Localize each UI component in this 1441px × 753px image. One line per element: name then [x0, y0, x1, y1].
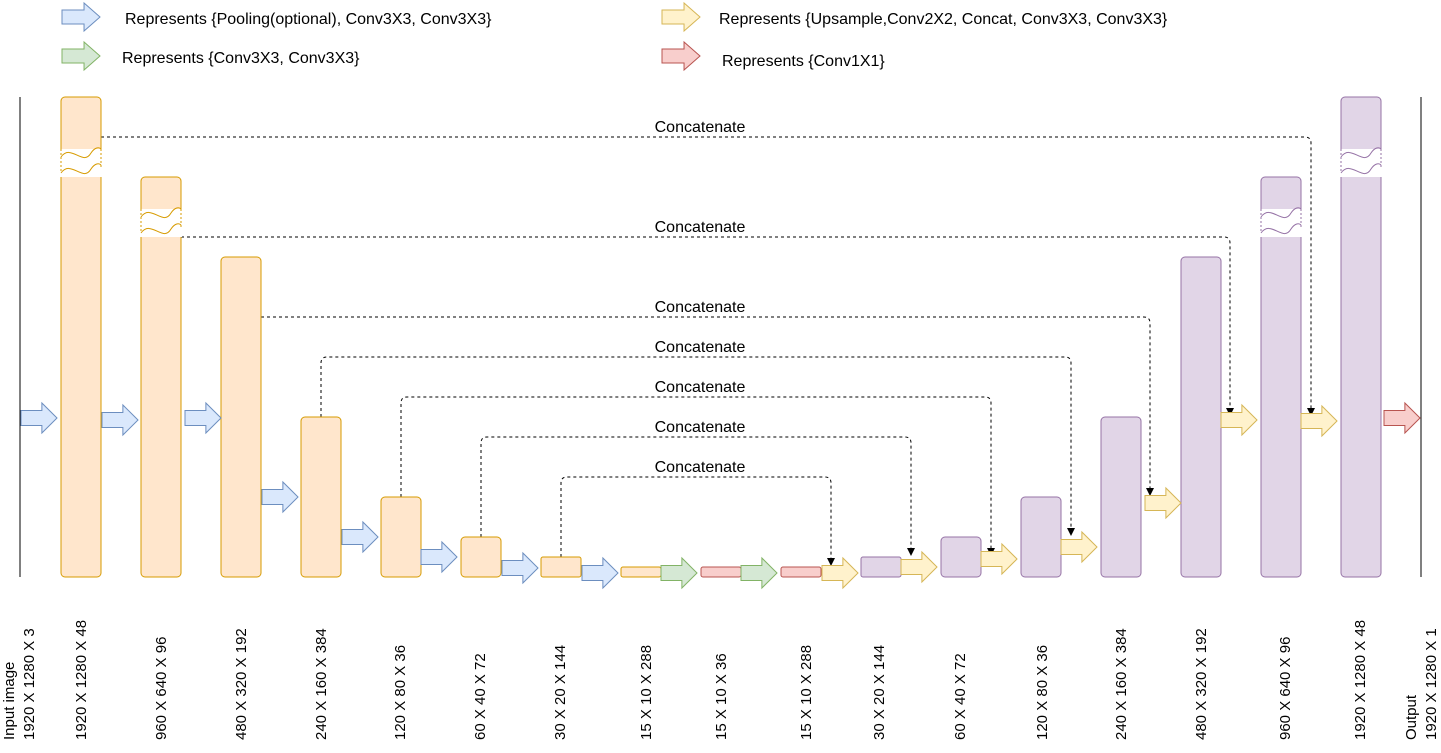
dim-label-13: 120 X 80 X 36	[1034, 645, 1051, 740]
feature-block-3	[220, 256, 262, 578]
flow-arrow-yellow-17	[1300, 404, 1338, 438]
feature-block-13	[1020, 496, 1062, 578]
flow-arrow-blue-7	[501, 551, 539, 585]
feature-block-2	[140, 176, 182, 578]
block-break-bottom-16	[1260, 223, 1302, 235]
block-break-top-17	[1340, 147, 1382, 159]
flow-arrow-red-18	[1383, 401, 1421, 435]
dim-label-4: 240 X 160 X 384	[313, 628, 330, 740]
legend-blue-arrow-icon	[61, 1, 101, 33]
dim-label-1: 1920 X 1280 X 48	[73, 620, 90, 740]
concat-label-3: Concatenate	[655, 299, 746, 316]
output-label: Output	[1403, 694, 1420, 740]
skip-connection-2	[181, 236, 1234, 416]
block-break-top-2	[140, 207, 182, 219]
block-break-bottom-2	[140, 223, 182, 235]
concat-label-7: Concatenate	[655, 459, 746, 476]
legend-green-arrow-icon	[61, 40, 101, 72]
feature-block-14	[1100, 416, 1142, 578]
concat-label-2: Concatenate	[655, 219, 746, 236]
dim-label-10: 15 X 10 X 288	[798, 645, 815, 740]
flow-arrow-blue-2	[101, 403, 139, 437]
feature-block-9	[700, 566, 742, 578]
skip-connection-6	[480, 436, 915, 556]
dim-label-9: 15 X 10 X 36	[713, 653, 730, 740]
dimension-labels: Input image 1920 X 1280 X 3 Output 1920 …	[1, 620, 1440, 740]
legend-blue-label: Represents {Pooling(optional), Conv3X3, …	[125, 11, 492, 28]
input-dims: 1920 X 1280 X 3	[21, 628, 38, 740]
dim-label-14: 240 X 160 X 384	[1113, 628, 1130, 740]
concat-label-6: Concatenate	[655, 419, 746, 436]
block-break-bottom-17	[1340, 163, 1382, 175]
block-break-top-16	[1260, 207, 1302, 219]
flow-arrow-blue-1	[20, 401, 58, 435]
feature-block-4	[300, 416, 342, 578]
feature-block-8	[620, 566, 662, 578]
flow-arrow-blue-6	[420, 540, 458, 574]
legend-green-label: Represents {Conv3X3, Conv3X3}	[122, 50, 360, 67]
input-label: Input image	[1, 662, 18, 740]
flow-arrow-yellow-12	[900, 550, 938, 584]
dim-label-7: 30 X 20 X 144	[552, 645, 569, 740]
dim-label-12: 60 X 40 X 72	[952, 653, 969, 740]
dim-label-15: 480 X 320 X 192	[1193, 628, 1210, 740]
feature-block-17	[1340, 96, 1382, 578]
dim-label-16: 960 X 640 X 96	[1277, 637, 1294, 740]
skip-connection-5	[400, 396, 995, 556]
dim-label-8: 15 X 10 X 288	[638, 645, 655, 740]
block-break-top-1	[60, 147, 102, 159]
feature-block-6	[460, 536, 502, 578]
concat-label-1: Concatenate	[655, 119, 746, 136]
flow-arrow-green-10	[740, 556, 778, 590]
legend: Represents {Pooling(optional), Conv3X3, …	[61, 1, 1168, 72]
flow-arrows	[20, 401, 1421, 590]
dim-label-2: 960 X 640 X 96	[153, 637, 170, 740]
feature-block-12	[940, 536, 982, 578]
feature-block-16	[1260, 176, 1302, 578]
flow-arrow-green-9	[660, 556, 698, 590]
dim-label-3: 480 X 320 X 192	[233, 628, 250, 740]
legend-yellow-label: Represents {Upsample,Conv2X2, Concat, Co…	[719, 11, 1168, 28]
feature-block-11	[860, 556, 902, 578]
output-dims: 1920 X 1280 X 1	[1423, 628, 1440, 740]
flow-arrow-yellow-15	[1144, 486, 1182, 520]
flow-arrow-yellow-11	[821, 556, 859, 590]
legend-red-arrow-icon	[661, 40, 701, 72]
skip-connections	[101, 136, 1315, 566]
skip-connection-1	[101, 136, 1315, 416]
legend-yellow-arrow-icon	[661, 1, 701, 33]
feature-block-7	[540, 556, 582, 578]
dim-label-6: 60 X 40 X 72	[472, 653, 489, 740]
feature-block-15	[1180, 256, 1222, 578]
skip-connection-4	[320, 356, 1075, 536]
flow-arrow-yellow-14	[1060, 530, 1098, 564]
flow-arrow-blue-8	[581, 556, 619, 590]
dim-label-17: 1920 X 1280 X 48	[1352, 620, 1369, 740]
concat-labels: Concatenate Concatenate Concatenate Concate…	[655, 119, 746, 476]
concat-label-5: Concatenate	[655, 379, 746, 396]
skip-connection-3	[261, 316, 1154, 496]
feature-block-10	[780, 566, 822, 578]
flow-arrow-yellow-16	[1220, 403, 1258, 437]
flow-arrow-yellow-13	[980, 542, 1018, 576]
block-break-bottom-1	[60, 163, 102, 175]
concat-label-4: Concatenate	[655, 339, 746, 356]
dim-label-11: 30 X 20 X 144	[871, 645, 888, 740]
flow-arrow-blue-3	[184, 401, 222, 435]
dim-label-5: 120 X 80 X 36	[392, 645, 409, 740]
flow-arrow-blue-4	[261, 480, 299, 514]
flow-arrow-blue-5	[341, 520, 379, 554]
skip-connection-7	[560, 476, 835, 566]
feature-block-1	[60, 96, 102, 578]
feature-block-5	[380, 496, 422, 578]
legend-red-label: Represents {Conv1X1}	[722, 53, 885, 70]
feature-blocks	[60, 96, 1382, 578]
